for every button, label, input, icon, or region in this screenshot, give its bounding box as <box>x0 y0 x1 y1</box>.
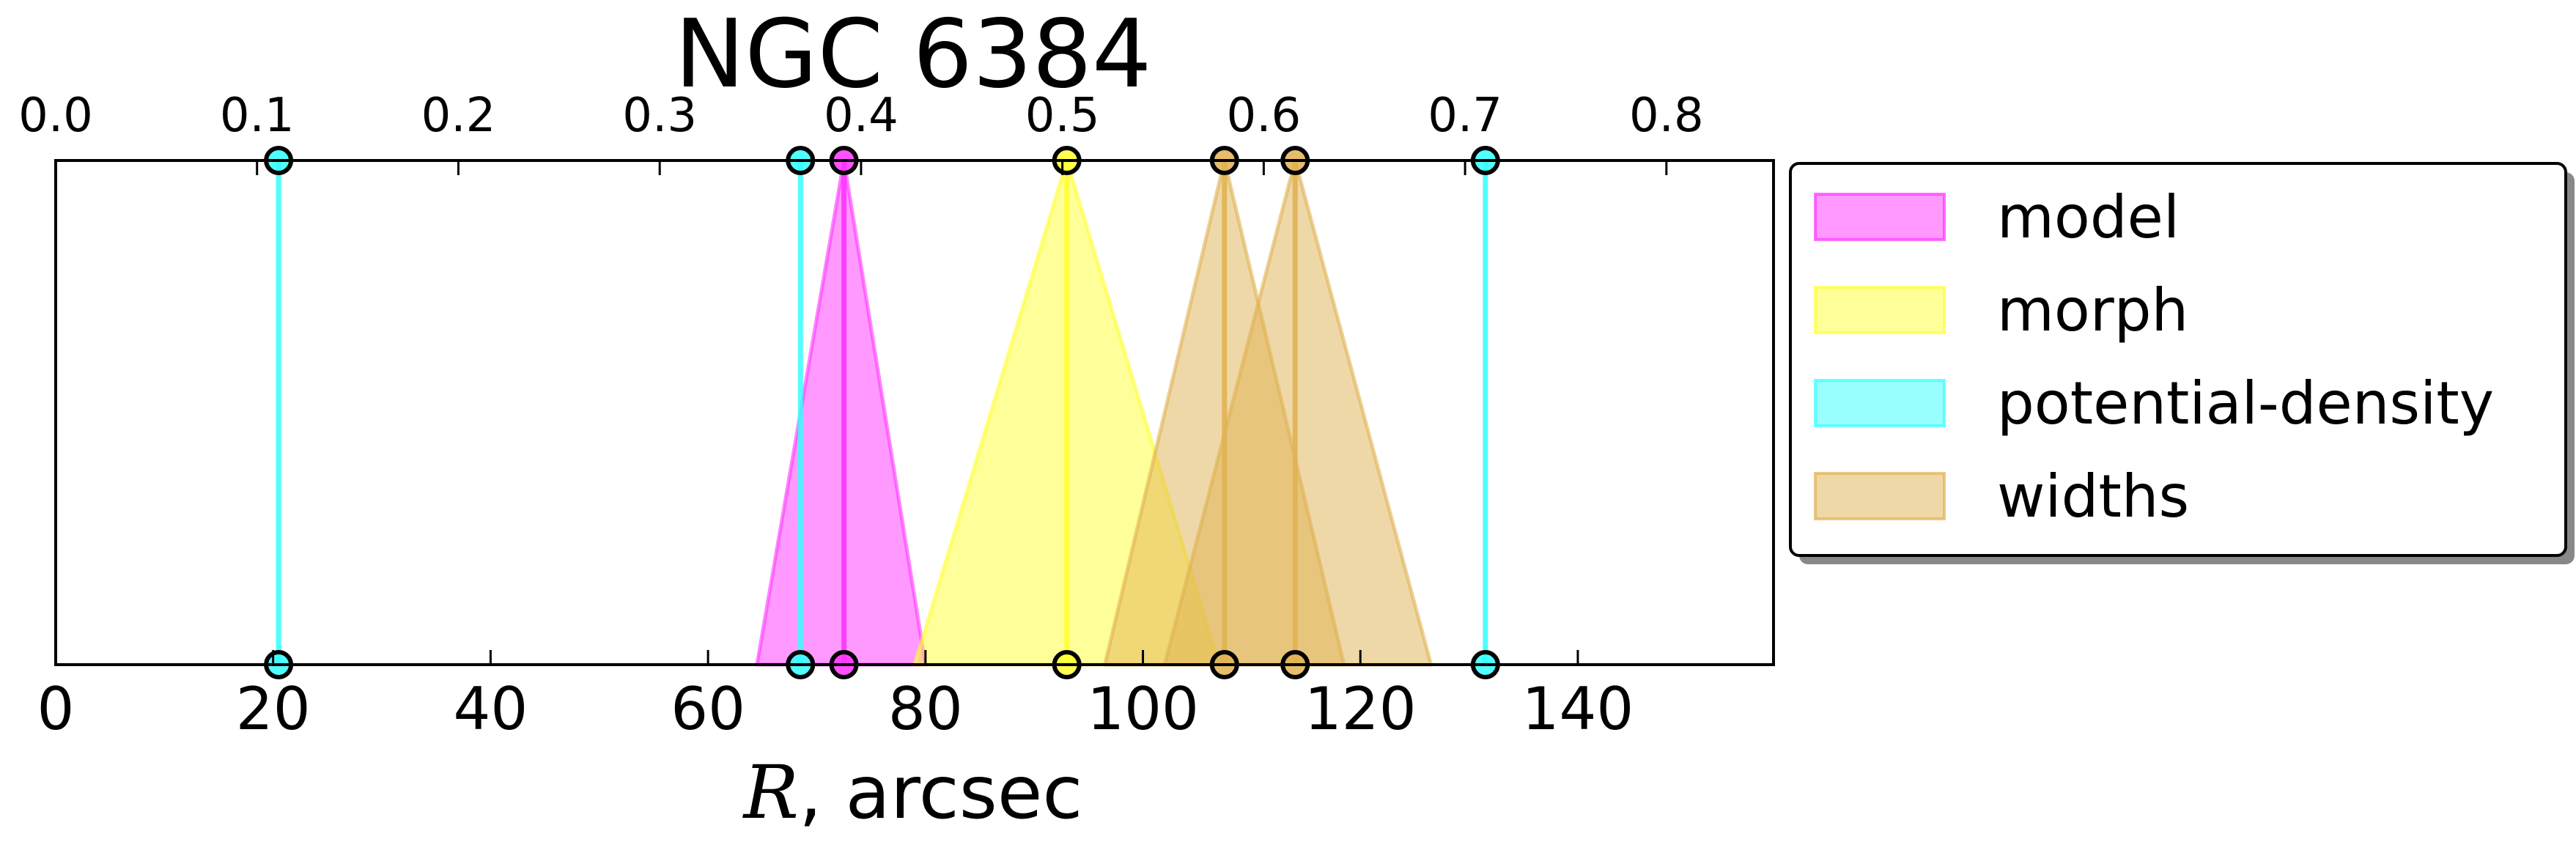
top-tick-label-3: 0.3 <box>622 89 697 143</box>
plot-frame <box>54 159 1775 666</box>
x-tick-label-0: 0 <box>37 675 75 743</box>
plot-marks <box>264 146 1500 679</box>
x-axis-label: R, arcsec <box>742 750 1083 835</box>
legend-label-widths: widths <box>1997 462 2189 531</box>
top-tick-label-2: 0.2 <box>421 89 496 143</box>
chart-title: NGC 6384 <box>675 0 1152 109</box>
top-tick-label-4: 0.4 <box>824 89 898 143</box>
legend-swatch-potential-density <box>1814 379 1946 427</box>
x-tick-label-5: 100 <box>1087 675 1199 743</box>
legend-swatch-model <box>1814 193 1946 241</box>
top-tick-label-5: 0.5 <box>1025 89 1100 143</box>
x-tick-label-7: 140 <box>1522 675 1634 743</box>
top-tick-label-0: 0.0 <box>18 89 93 143</box>
legend: model morph potential-density widths <box>1789 162 2575 564</box>
x-tick-label-3: 60 <box>671 675 745 743</box>
top-tick-label-6: 0.6 <box>1226 89 1301 143</box>
top-tick-label-8: 0.8 <box>1629 89 1704 143</box>
x-tick-label-2: 40 <box>454 675 528 743</box>
x-axis-label-unit: , arcsec <box>799 750 1082 835</box>
top-x-axis: 0.0 0.1 0.2 0.3 0.4 0.5 0.6 0.7 0.8 <box>18 89 1704 175</box>
top-tick-label-1: 0.1 <box>220 89 295 143</box>
legend-label-potential-density: potential-density <box>1997 369 2494 437</box>
legend-box <box>1789 162 2567 557</box>
legend-label-morph: morph <box>1997 276 2188 344</box>
legend-swatch-widths <box>1814 472 1946 520</box>
legend-label-model: model <box>1997 183 2180 251</box>
x-tick-label-4: 80 <box>888 675 963 743</box>
x-tick-label-6: 120 <box>1304 675 1417 743</box>
x-tick-label-1: 20 <box>236 675 311 743</box>
bottom-x-axis: 0 20 40 60 80 100 120 140 <box>37 650 1634 743</box>
x-axis-label-symbol: R <box>742 750 799 835</box>
legend-swatch-morph <box>1814 286 1946 334</box>
top-tick-label-7: 0.7 <box>1428 89 1502 143</box>
model-triangle-1 <box>755 158 928 667</box>
